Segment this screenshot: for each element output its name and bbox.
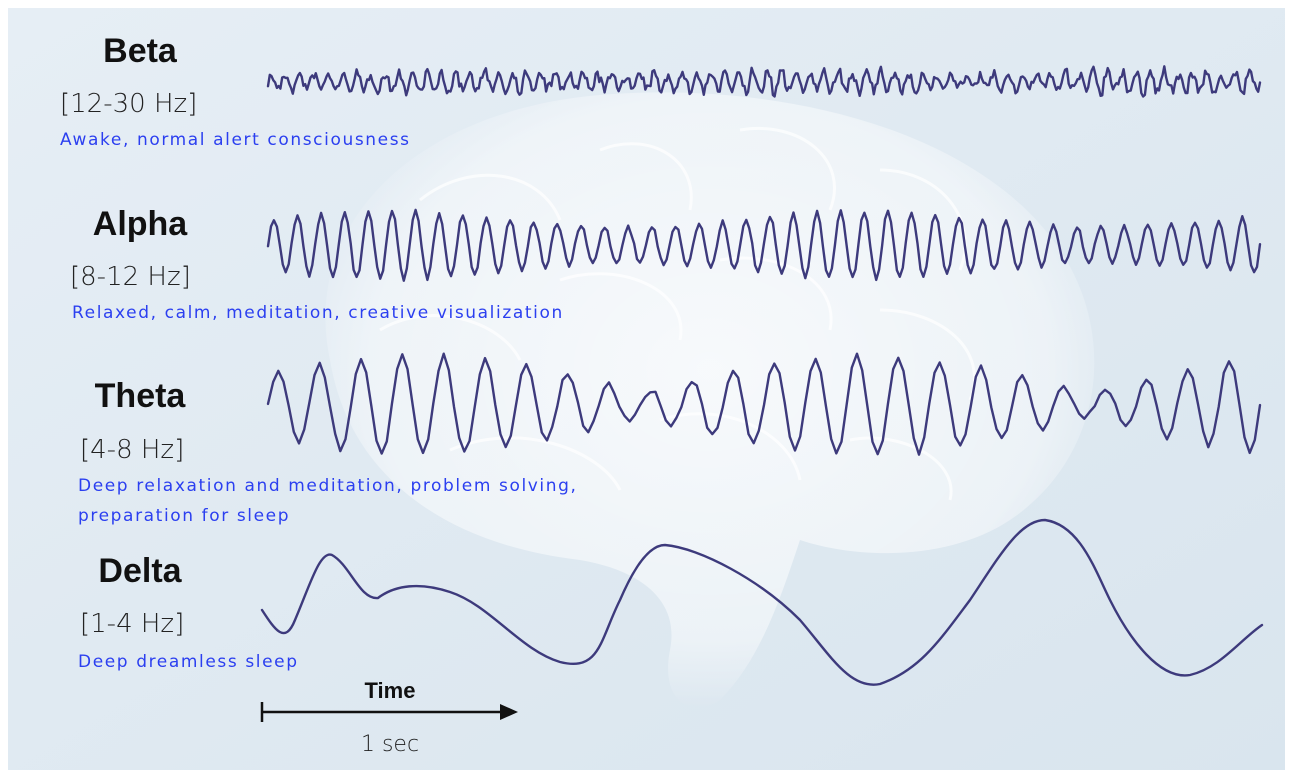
band-range: [8-12 Hz] bbox=[70, 262, 191, 292]
band-name: Delta bbox=[98, 552, 182, 590]
band-description: Deep dreamless sleep bbox=[78, 652, 299, 672]
time-label: Time bbox=[365, 678, 416, 703]
band-name: Beta bbox=[103, 32, 178, 70]
band-description: Relaxed, calm, meditation, creative visu… bbox=[72, 303, 564, 323]
band-name: Theta bbox=[95, 377, 187, 415]
band-description: preparation for sleep bbox=[78, 506, 290, 526]
band-range: [12-30 Hz] bbox=[60, 89, 197, 119]
page: Beta [12-30 Hz] Awake, normal alert consci… bbox=[0, 0, 1293, 778]
band-description: Awake, normal alert consciousness bbox=[60, 130, 411, 150]
band-range: [1-4 Hz] bbox=[80, 609, 184, 639]
band-range: [4-8 Hz] bbox=[80, 435, 184, 465]
band-name: Alpha bbox=[93, 205, 189, 243]
time-duration: 1 sec bbox=[361, 732, 419, 757]
band-description: Deep relaxation and meditation, problem … bbox=[78, 476, 578, 496]
diagram: Beta [12-30 Hz] Awake, normal alert consci… bbox=[0, 0, 1293, 778]
